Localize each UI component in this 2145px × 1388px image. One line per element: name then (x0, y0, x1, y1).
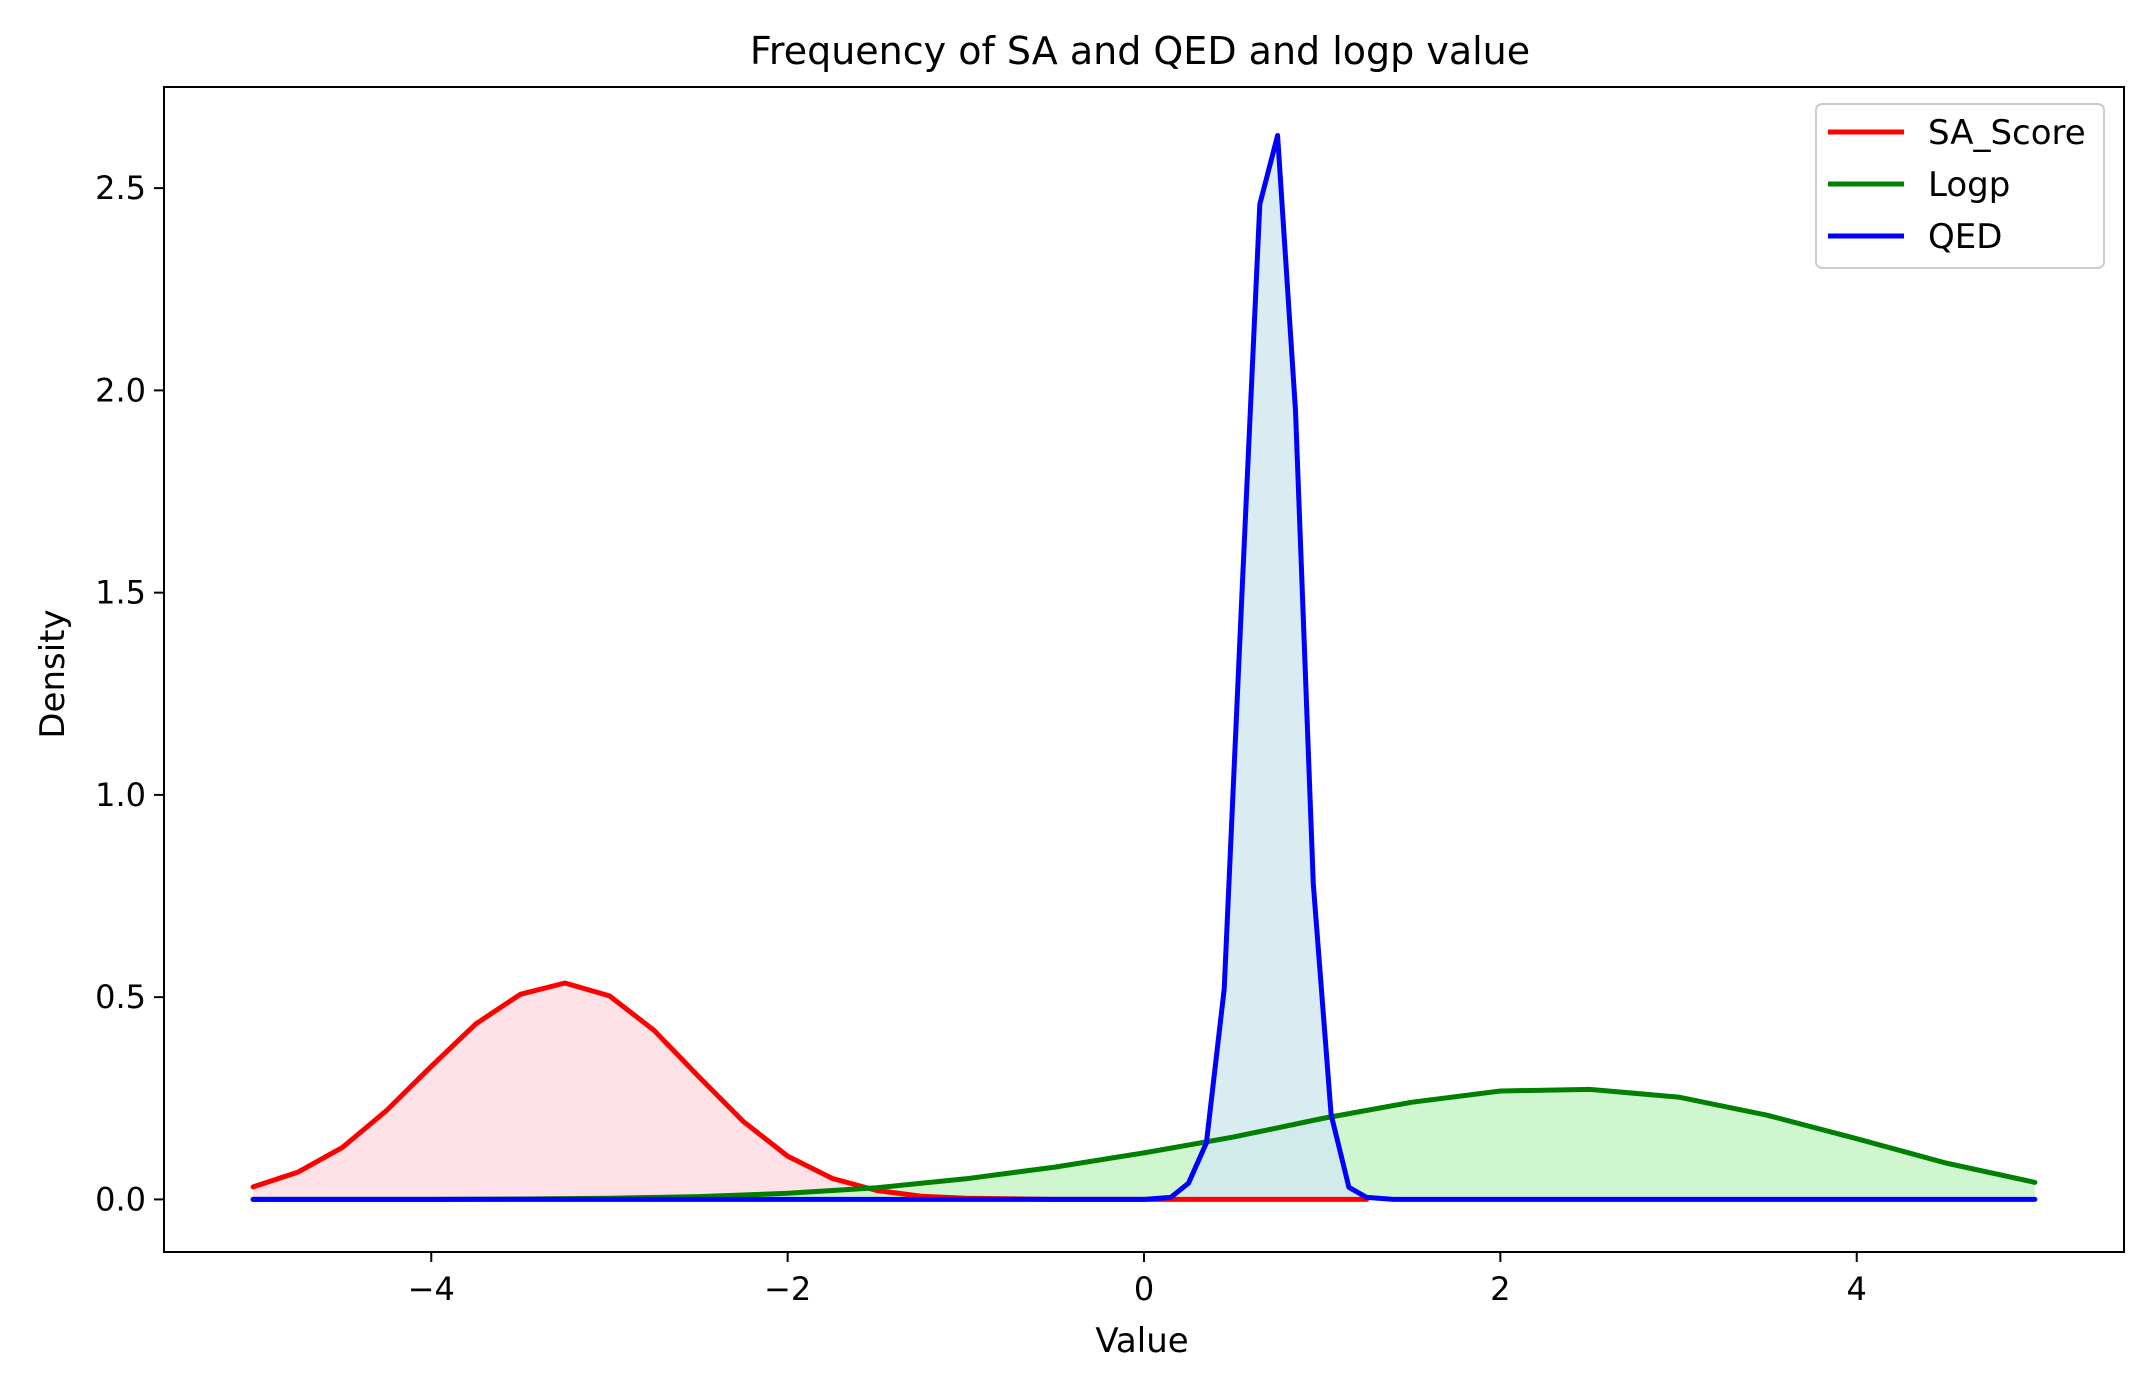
area-sa-score (253, 983, 1367, 1200)
legend-box (1815, 103, 2105, 269)
line-qed (250, 133, 2038, 1202)
density-lines (250, 133, 2038, 1202)
x-tick-label: 4 (1847, 1270, 1867, 1308)
density-fills (253, 135, 2035, 1200)
legend: SA_Score Logp QED (1815, 103, 2105, 269)
x-axis-label: Value (1095, 1321, 1188, 1361)
y-tick-label: 2.5 (95, 169, 146, 207)
x-tick-label: −4 (408, 1270, 455, 1308)
y-tick-label: 0.5 (95, 978, 146, 1016)
legend-label: Logp (1928, 165, 2010, 205)
y-axis-label: Density (33, 609, 73, 738)
chart-title: Frequency of SA and QED and logp value (750, 29, 1530, 73)
y-axis: 0.0 0.5 1.0 1.5 2.0 2.5 (95, 169, 164, 1218)
x-tick-label: 2 (1490, 1270, 1510, 1308)
x-tick-label: 0 (1134, 1270, 1154, 1308)
legend-label: SA_Score (1928, 113, 2086, 153)
y-tick-label: 2.0 (95, 371, 146, 409)
x-tick-label: −2 (764, 1270, 811, 1308)
x-axis: −4 −2 0 2 4 (408, 1252, 1867, 1308)
y-tick-label: 0.0 (95, 1180, 146, 1218)
y-tick-label: 1.0 (95, 776, 146, 814)
y-tick-label: 1.5 (95, 574, 146, 612)
area-logp (253, 1089, 2035, 1200)
legend-label: QED (1928, 217, 2002, 257)
